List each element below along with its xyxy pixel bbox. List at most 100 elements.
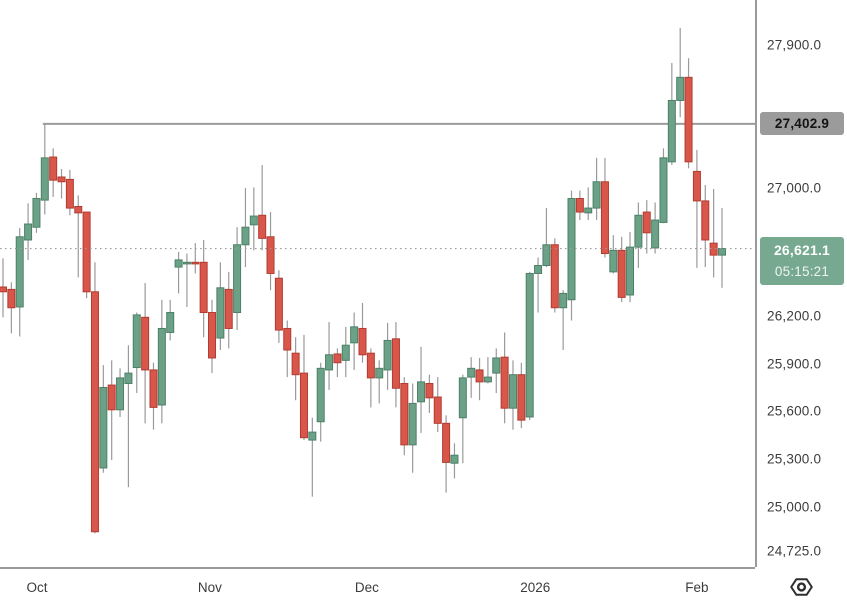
candle-body-down [358,327,367,356]
candle-body-down [366,352,375,379]
candle-body-down [701,200,710,241]
candle-body-up [24,223,33,241]
candle-body-up [157,327,166,406]
candle-body-up [634,214,643,248]
candle [467,357,476,398]
candle [383,322,392,390]
candle-body-down [191,261,200,265]
candle-body-up [350,326,359,344]
candle-body-down [475,369,484,383]
candle-body-down [600,181,609,255]
last-price-badge: 26,621.1 05:15:21 [760,236,844,285]
candle-body-down [65,178,74,209]
candle [667,62,676,166]
candle-body-up [584,207,593,214]
candle-body-up [99,386,108,469]
candle [258,165,267,251]
candle-body-down [684,76,693,163]
candle [575,190,584,221]
price-tick-label: 25,000.0 [767,499,822,515]
candle [517,362,526,429]
candle-body-up [559,292,568,309]
candle-body-down [642,211,651,234]
price-axis[interactable]: 27,402.9 26,621.1 05:15:21 27,900.0 27,00… [755,0,847,567]
candle [433,377,442,433]
candle-body-down [7,288,16,309]
candle-body-down [550,244,559,309]
candle-body-up [174,259,183,268]
chart-plot-area[interactable] [0,0,755,567]
candle [182,253,191,307]
price-tick-label: 25,600.0 [767,403,822,419]
candle [651,202,660,254]
candle [99,365,108,473]
candle [74,195,83,278]
candle [316,362,325,442]
candle [609,235,618,274]
candle-body-down [57,176,66,183]
candle [7,282,16,334]
candle-body-up [341,344,350,361]
candle [65,169,74,216]
candle [634,202,643,268]
candle [534,257,543,313]
candle [49,148,58,197]
candle [32,192,41,233]
candle [249,187,258,251]
candle [233,227,242,331]
candle [709,188,718,278]
high-price-value: 27,402.9 [774,116,830,132]
price-tick-label: 24,725.0 [767,543,822,559]
candle-body-up [325,354,334,371]
candle-body-up [116,377,125,411]
candle-body-down [266,236,275,274]
candle [274,270,283,343]
candle-body-up [124,372,133,384]
candle [350,312,359,370]
candle [116,368,125,417]
candle-body-up [408,402,417,446]
time-axis[interactable]: Oct Nov Dec 2026 Feb [0,567,847,606]
candle-body-up [216,287,225,339]
candle [642,200,651,254]
candle-body-up [417,381,426,403]
time-axis-label: Feb [685,580,709,595]
candle-body-up [667,99,676,163]
candle [559,290,568,350]
candle-body-up [651,219,660,249]
candle-body-up [534,264,543,274]
candle [442,415,451,493]
time-axis-label: Oct [26,580,48,595]
candle [157,299,166,424]
candle [592,157,601,221]
candle [333,348,342,378]
candle-body-down [617,249,626,298]
candle-body-down [283,327,292,351]
candle-body-up [383,339,392,371]
candle-body-down [74,205,83,214]
candle [366,348,375,408]
candle [492,348,501,394]
candle-body-up [483,376,492,383]
candle-body-up [718,248,726,256]
axis-corner [755,567,847,606]
candle-body-down [291,352,300,376]
candle [132,312,141,394]
candle-body-down [333,353,342,364]
candle [325,322,334,390]
candle-body-up [132,314,141,369]
candle-body-up [308,431,317,441]
candle-body-down [500,356,509,409]
candle-body-down [299,372,308,439]
candle-body-up [316,367,325,423]
scale-target-button[interactable] [783,574,820,600]
candle-body-up [40,157,49,201]
candle-body-down [274,277,283,331]
candle [208,299,217,374]
candle-body-up [32,198,41,228]
last-price-value: 26,621.1 [773,241,831,258]
candle-body-down [208,312,217,359]
bar-countdown-timer: 05:15:21 [774,263,830,279]
candle-body-down [0,286,7,293]
candle [141,283,150,424]
